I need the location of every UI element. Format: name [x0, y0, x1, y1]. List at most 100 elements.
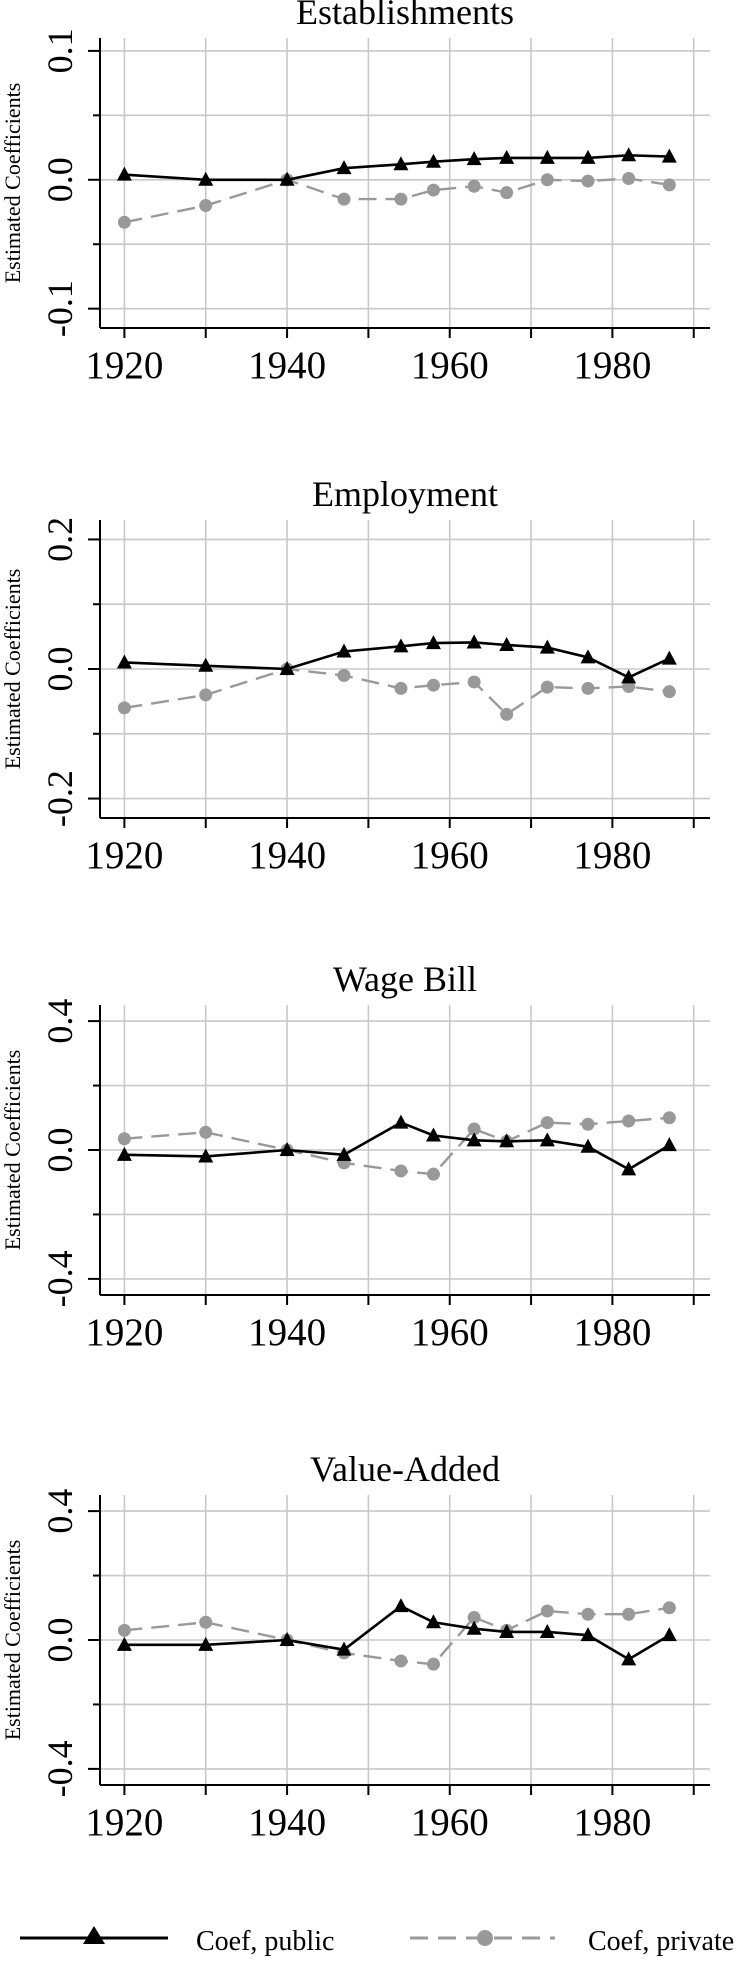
wage-bill-public-point — [116, 1146, 132, 1161]
value-added-xtick-label: 1920 — [85, 1801, 163, 1844]
value-added-public-point — [580, 1627, 596, 1642]
value-added-private-point — [581, 1607, 595, 1621]
establishments-private-point — [622, 171, 636, 185]
value-added-ytick-label: -0.4 — [40, 1740, 80, 1797]
wage-bill-xtick-label: 1920 — [85, 1311, 163, 1354]
wage-bill-public-point — [539, 1132, 555, 1147]
employment-public-point — [425, 635, 441, 650]
establishments-private-point — [426, 183, 440, 197]
value-added-private-point — [622, 1607, 636, 1621]
wage-bill-title: Wage Bill — [333, 959, 477, 999]
wage-bill-public-point — [499, 1133, 515, 1148]
wage-bill-private-point — [199, 1125, 213, 1139]
establishments-xtick-label: 1980 — [573, 344, 651, 387]
legend-public-label: Coef, public — [196, 1926, 334, 1957]
wage-bill-private-point — [394, 1164, 408, 1178]
employment-xtick-label: 1960 — [411, 834, 489, 877]
employment-public-point — [539, 639, 555, 654]
value-added-public-point — [393, 1598, 409, 1613]
wage-bill-public-line — [124, 1121, 670, 1171]
employment-ytick-label: -0.2 — [40, 770, 80, 827]
establishments-ytick-label: 0.0 — [40, 157, 80, 202]
employment-public-point — [279, 661, 295, 675]
employment-private-point — [662, 685, 676, 699]
establishments-public-point — [499, 149, 515, 164]
employment-public-point — [499, 637, 515, 652]
employment-private-point — [540, 680, 554, 694]
wage-bill-xtick-label: 1940 — [248, 1311, 326, 1354]
establishments-private-point — [581, 174, 595, 188]
establishments-ytick-label: -0.1 — [40, 280, 80, 337]
wage-bill-public-point — [580, 1138, 596, 1153]
panel-value-added: 1920 1940 1960 1980 -0.4 0.0 0.4 Estimated Coef… — [0, 1449, 710, 1844]
establishments-private-point — [199, 199, 213, 213]
wage-bill-private-point — [622, 1114, 636, 1128]
employment-public-point — [661, 650, 677, 665]
value-added-private-point — [117, 1623, 131, 1637]
employment-private-point — [467, 675, 481, 689]
employment-public-series — [116, 634, 677, 684]
wage-bill-ytick-label: -0.4 — [40, 1250, 80, 1307]
wage-bill-public-series — [116, 1114, 677, 1176]
employment-ytick-label: 0.2 — [40, 517, 80, 562]
employment-title: Employment — [312, 474, 498, 514]
establishments-private-series — [117, 171, 676, 229]
establishments-public-point — [425, 153, 441, 168]
wage-bill-private-series — [117, 1111, 676, 1181]
establishments-xtick-label: 1940 — [248, 344, 326, 387]
wage-bill-xtick-label: 1980 — [573, 1311, 651, 1354]
employment-xtick-label: 1920 — [85, 834, 163, 877]
value-added-private-point — [426, 1657, 440, 1671]
panel-employment: 1920 1940 1960 1980 -0.2 0.0 0.2 Estimated Coef… — [0, 474, 710, 877]
legend-private-marker — [477, 1930, 493, 1946]
value-added-xtick-label: 1960 — [411, 1801, 489, 1844]
employment-public-point — [116, 654, 132, 669]
wage-bill-public-point — [466, 1132, 482, 1147]
value-added-xtick-label: 1980 — [573, 1801, 651, 1844]
employment-private-point — [199, 688, 213, 702]
establishments-public-point — [539, 149, 555, 164]
value-added-private-point — [394, 1654, 408, 1668]
legend-private-label: Coef, private — [588, 1926, 734, 1957]
value-added-public-point — [466, 1620, 482, 1635]
employment-public-point — [580, 649, 596, 664]
wage-bill-private-point — [467, 1122, 481, 1136]
value-added-ytick-label: 0.4 — [40, 1489, 80, 1534]
wage-bill-private-point — [581, 1117, 595, 1131]
value-added-ytick-label: 0.0 — [40, 1618, 80, 1663]
employment-ylabel: Estimated Coefficients — [0, 569, 25, 770]
value-added-public-point — [499, 1623, 515, 1638]
legend-public-marker — [83, 1926, 105, 1944]
panel-wage-bill: 1920 1940 1960 1980 -0.4 0.0 0.4 Estimated Coef… — [0, 959, 710, 1354]
value-added-public-point — [336, 1641, 352, 1656]
establishments-public-point — [198, 171, 214, 186]
wage-bill-private-point — [117, 1132, 131, 1146]
employment-private-point — [500, 707, 514, 721]
wage-bill-private-point — [426, 1167, 440, 1181]
establishments-private-point — [337, 192, 351, 206]
panel-establishments: 1920 1940 1960 1980 -0.1 0.0 0.1 Estimated Coef… — [0, 0, 710, 387]
employment-private-point — [394, 681, 408, 695]
value-added-public-point — [116, 1636, 132, 1651]
employment-public-point — [336, 643, 352, 658]
wage-bill-ylabel: Estimated Coefficients — [0, 1050, 25, 1251]
value-added-private-series — [117, 1601, 676, 1671]
establishments-private-point — [540, 173, 554, 187]
establishments-ytick-label: 0.1 — [40, 28, 80, 73]
establishments-private-point — [662, 178, 676, 192]
establishments-xtick-label: 1920 — [85, 344, 163, 387]
wage-bill-ytick-label: 0.4 — [40, 999, 80, 1044]
wage-bill-private-point — [662, 1111, 676, 1125]
employment-public-point — [393, 638, 409, 653]
wage-bill-public-point — [198, 1148, 214, 1163]
wage-bill-public-point — [621, 1161, 637, 1176]
employment-private-point — [337, 668, 351, 682]
establishments-public-point — [466, 151, 482, 166]
value-added-private-point — [662, 1601, 676, 1615]
employment-xtick-label: 1980 — [573, 834, 651, 877]
employment-ytick-label: 0.0 — [40, 647, 80, 692]
value-added-public-point — [198, 1636, 214, 1651]
value-added-public-point — [621, 1651, 637, 1666]
employment-private-point — [426, 678, 440, 692]
